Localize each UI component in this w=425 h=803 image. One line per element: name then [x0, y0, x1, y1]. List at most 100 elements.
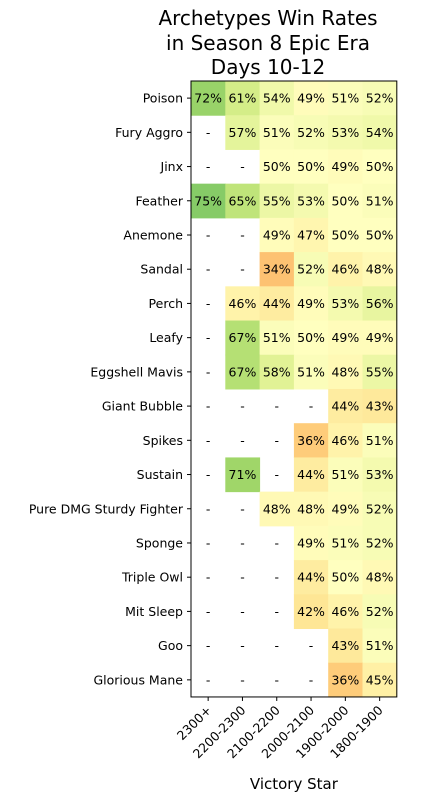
cell-value-label: 55%: [263, 193, 291, 208]
cell-missing-label: -: [206, 296, 211, 311]
y-tick-label: Pure DMG Sturdy Fighter: [29, 501, 184, 516]
cell-value-label: 48%: [297, 501, 325, 516]
heatmap-cell: [328, 457, 363, 493]
heatmap-cell: [328, 183, 363, 219]
y-tick-label: Poison: [143, 91, 183, 106]
cell-missing-label: -: [309, 672, 314, 687]
heatmap-cell: [293, 491, 329, 527]
heatmap-cell: [362, 628, 398, 664]
heatmap-cell: [225, 115, 261, 150]
cell-value-label: 51%: [263, 330, 291, 345]
cell-value-label: 50%: [331, 570, 359, 585]
cell-value-label: 58%: [263, 364, 291, 379]
cell-value-label: 54%: [263, 91, 291, 106]
cell-value-label: 48%: [366, 570, 394, 585]
heatmap-cell: [328, 594, 363, 630]
y-tick-label: Triple Owl: [121, 570, 183, 585]
heatmap-cell: [362, 286, 398, 322]
cell-value-label: 46%: [331, 604, 359, 619]
cell-value-label: 49%: [331, 501, 359, 516]
heatmap-cell: [328, 286, 363, 322]
heatmap-cell: [225, 320, 261, 356]
cell-value-label: 46%: [331, 433, 359, 448]
cell-value-label: 43%: [331, 638, 359, 653]
heatmap-cell: [293, 115, 329, 150]
cell-value-label: 45%: [366, 672, 394, 687]
cell-missing-label: -: [309, 399, 314, 414]
cell-value-label: 51%: [366, 638, 394, 653]
heatmap-cell: [328, 525, 363, 561]
cell-missing-label: -: [240, 672, 245, 687]
heatmap-cell: [259, 183, 295, 219]
cell-missing-label: -: [206, 604, 211, 619]
cell-value-label: 48%: [263, 501, 291, 516]
heatmap-cell: [293, 252, 329, 287]
cell-value-label: 34%: [263, 262, 291, 277]
cell-value-label: 48%: [331, 364, 359, 379]
cell-missing-label: -: [206, 638, 211, 653]
plot-frame: [190, 80, 398, 698]
heatmap-cell: [225, 286, 261, 322]
x-axis-label: Victory Star: [250, 775, 339, 793]
cell-missing-label: -: [309, 638, 314, 653]
cell-value-label: 49%: [297, 296, 325, 311]
heatmap-cell: [328, 320, 363, 356]
heatmap-cell: [362, 320, 398, 356]
cell-value-label: 72%: [194, 91, 222, 106]
heatmap-cell: [259, 115, 295, 150]
heatmap-cell: [328, 491, 363, 527]
cell-missing-label: -: [240, 604, 245, 619]
cell-value-label: 53%: [297, 193, 325, 208]
heatmap-cell: [362, 354, 398, 390]
cell-value-label: 52%: [366, 604, 394, 619]
y-tick-label: Eggshell Mavis: [90, 364, 183, 379]
cell-missing-label: -: [206, 501, 211, 516]
cell-value-label: 53%: [331, 125, 359, 140]
heatmap-cell: [293, 286, 329, 322]
cell-missing-label: -: [274, 467, 279, 482]
heatmap-cell: [362, 662, 398, 698]
heatmap-cell: [362, 423, 398, 458]
cell-value-label: 51%: [366, 193, 394, 208]
heatmap-cell: [259, 286, 295, 322]
cell-value-label: 50%: [331, 227, 359, 242]
y-tick-label: Feather: [135, 193, 183, 208]
cell-missing-label: -: [240, 535, 245, 550]
cell-value-label: 52%: [366, 535, 394, 550]
cell-value-label: 51%: [331, 467, 359, 482]
cell-missing-label: -: [240, 399, 245, 414]
heatmap-cell: [362, 594, 398, 630]
heatmap-cell: [293, 560, 329, 595]
heatmap-cell: [328, 354, 363, 390]
cell-value-label: 49%: [366, 330, 394, 345]
heatmap-cell: [293, 423, 329, 458]
cell-missing-label: -: [274, 433, 279, 448]
heatmap-cell: [362, 217, 398, 253]
heatmap-cell: [362, 388, 398, 424]
y-tick-label: Giant Bubble: [102, 399, 183, 414]
heatmap-cell: [293, 217, 329, 253]
heatmap-cell: [293, 525, 329, 561]
cell-value-label: 44%: [297, 467, 325, 482]
cell-value-label: 71%: [229, 467, 257, 482]
heatmap-cell: [225, 457, 261, 493]
cell-value-label: 50%: [366, 227, 394, 242]
cell-value-label: 46%: [229, 296, 257, 311]
heatmap-cell: [259, 252, 295, 287]
heatmap-cell: [293, 320, 329, 356]
cell-missing-label: -: [206, 570, 211, 585]
heatmap-cell: [293, 81, 329, 116]
y-tick-label: Spikes: [143, 433, 183, 448]
heatmap-cell: [293, 149, 329, 185]
cell-missing-label: -: [206, 433, 211, 448]
heatmap-cell: [225, 354, 261, 390]
cell-value-label: 50%: [297, 330, 325, 345]
cell-missing-label: -: [206, 125, 211, 140]
cell-value-label: 61%: [229, 91, 257, 106]
cell-missing-label: -: [240, 501, 245, 516]
cell-value-label: 53%: [366, 467, 394, 482]
cell-value-label: 52%: [297, 125, 325, 140]
y-tick-label: Anemone: [123, 227, 183, 242]
cell-value-label: 51%: [297, 364, 325, 379]
cell-value-label: 42%: [297, 604, 325, 619]
